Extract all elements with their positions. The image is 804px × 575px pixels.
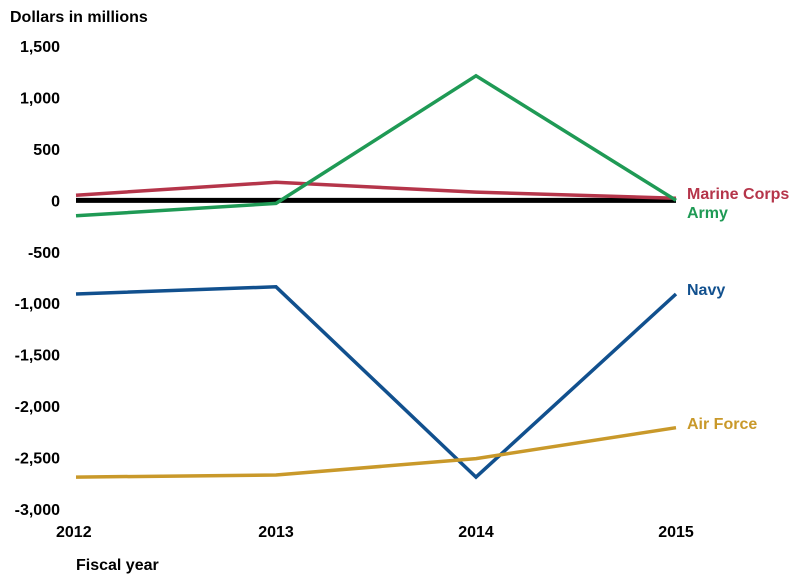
y-tick-label: 0	[51, 193, 60, 210]
series-label-marine-corps: Marine Corps	[687, 186, 789, 203]
y-tick-label: 1,500	[20, 39, 60, 56]
y-axis-title: Dollars in millions	[10, 9, 148, 26]
series-line-marine-corps	[75, 180, 677, 201]
x-axis-ticks: 2012 2013 2014 2015	[56, 524, 694, 541]
x-axis-title: Fiscal year	[76, 557, 159, 574]
y-tick-label: -2,000	[15, 399, 60, 416]
series-line-navy	[75, 285, 678, 480]
y-tick-label: 500	[33, 142, 60, 159]
series-label-army: Army	[687, 205, 728, 222]
series-label-air-force: Air Force	[687, 416, 757, 433]
y-tick-label: -1,000	[15, 296, 60, 313]
series-line-air-force	[75, 425, 677, 479]
y-tick-label: -2,500	[15, 451, 60, 468]
y-tick-label: -3,000	[15, 502, 60, 519]
y-tick-label: -500	[28, 245, 60, 262]
y-axis-ticks: 1,500 1,000 500 0 -500 -1,000 -1,500 -2,000 -2,5…	[15, 39, 60, 519]
x-tick-label: 2012	[56, 524, 92, 541]
x-tick-label: 2014	[458, 524, 494, 541]
x-tick-label: 2013	[258, 524, 294, 541]
y-tick-label: 1,000	[20, 90, 60, 107]
series-labels: Marine Corps Army Navy Air Force	[687, 186, 789, 433]
y-tick-label: -1,500	[15, 348, 60, 365]
series-label-navy: Navy	[687, 282, 725, 299]
series-lines	[75, 73, 678, 480]
series-line-army	[75, 73, 677, 218]
x-tick-label: 2015	[658, 524, 694, 541]
